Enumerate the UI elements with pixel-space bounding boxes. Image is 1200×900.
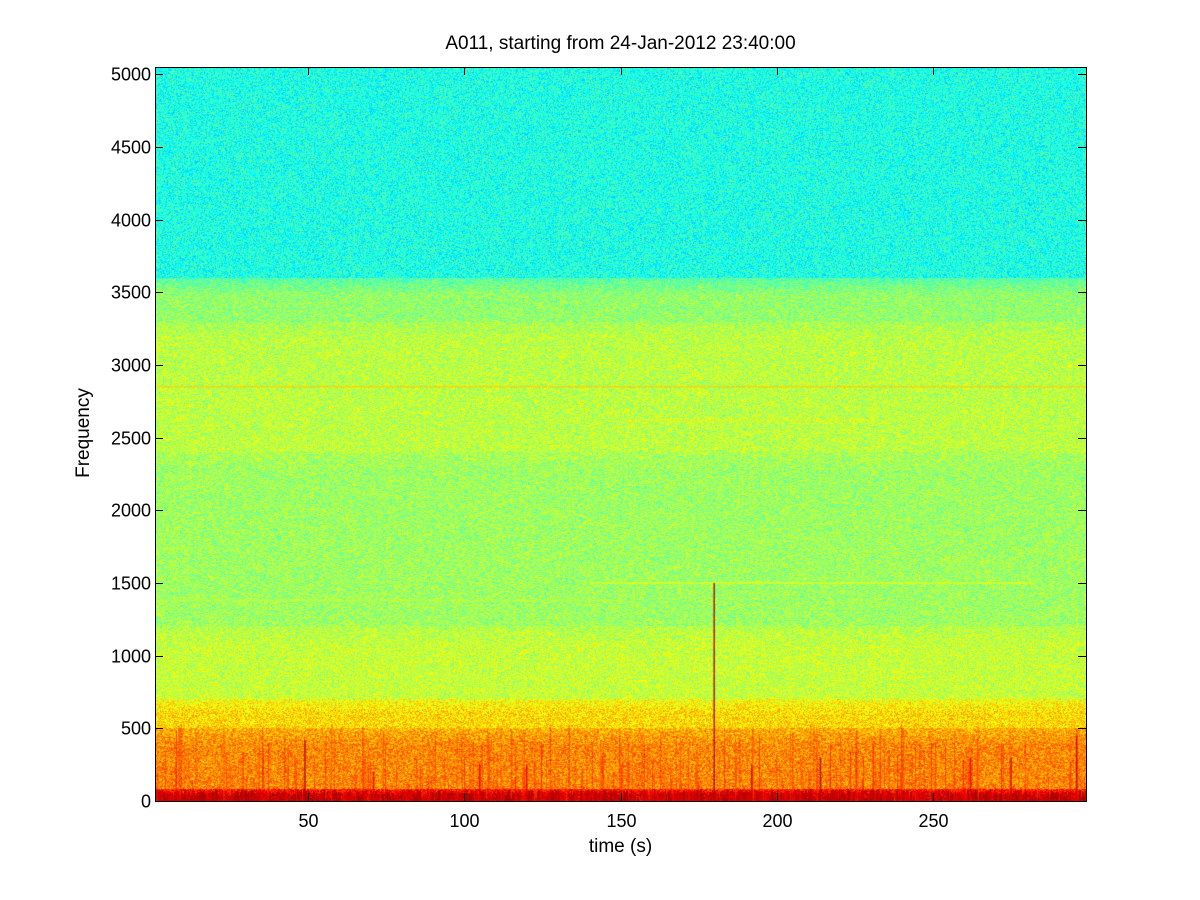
- y-tick-label: 1500: [111, 574, 151, 594]
- y-tick-label: 3000: [111, 356, 151, 376]
- y-tick-label: 2000: [111, 501, 151, 521]
- y-tick-label: 4000: [111, 211, 151, 231]
- y-tick-label: 5000: [111, 65, 151, 85]
- y-tick-label: 1000: [111, 647, 151, 667]
- x-tick-label: 200: [762, 811, 792, 831]
- x-tick-label: 250: [918, 811, 948, 831]
- y-axis-label: Frequency: [73, 388, 94, 478]
- y-tick-label: 4500: [111, 138, 151, 158]
- spectrogram-image: [155, 67, 1086, 801]
- spectrogram-plot-area: [155, 67, 1086, 801]
- x-tick-label: 150: [606, 811, 636, 831]
- y-tick-label: 500: [121, 719, 151, 739]
- y-tick-label: 0: [141, 792, 151, 812]
- y-tick-label: 3500: [111, 283, 151, 303]
- x-tick-label: 50: [298, 811, 318, 831]
- x-tick-label: 100: [449, 811, 479, 831]
- x-axis-label: time (s): [588, 836, 653, 857]
- chart-title: A011, starting from 24-Jan-2012 23:40:00: [445, 33, 796, 54]
- y-tick-label: 2500: [111, 429, 151, 449]
